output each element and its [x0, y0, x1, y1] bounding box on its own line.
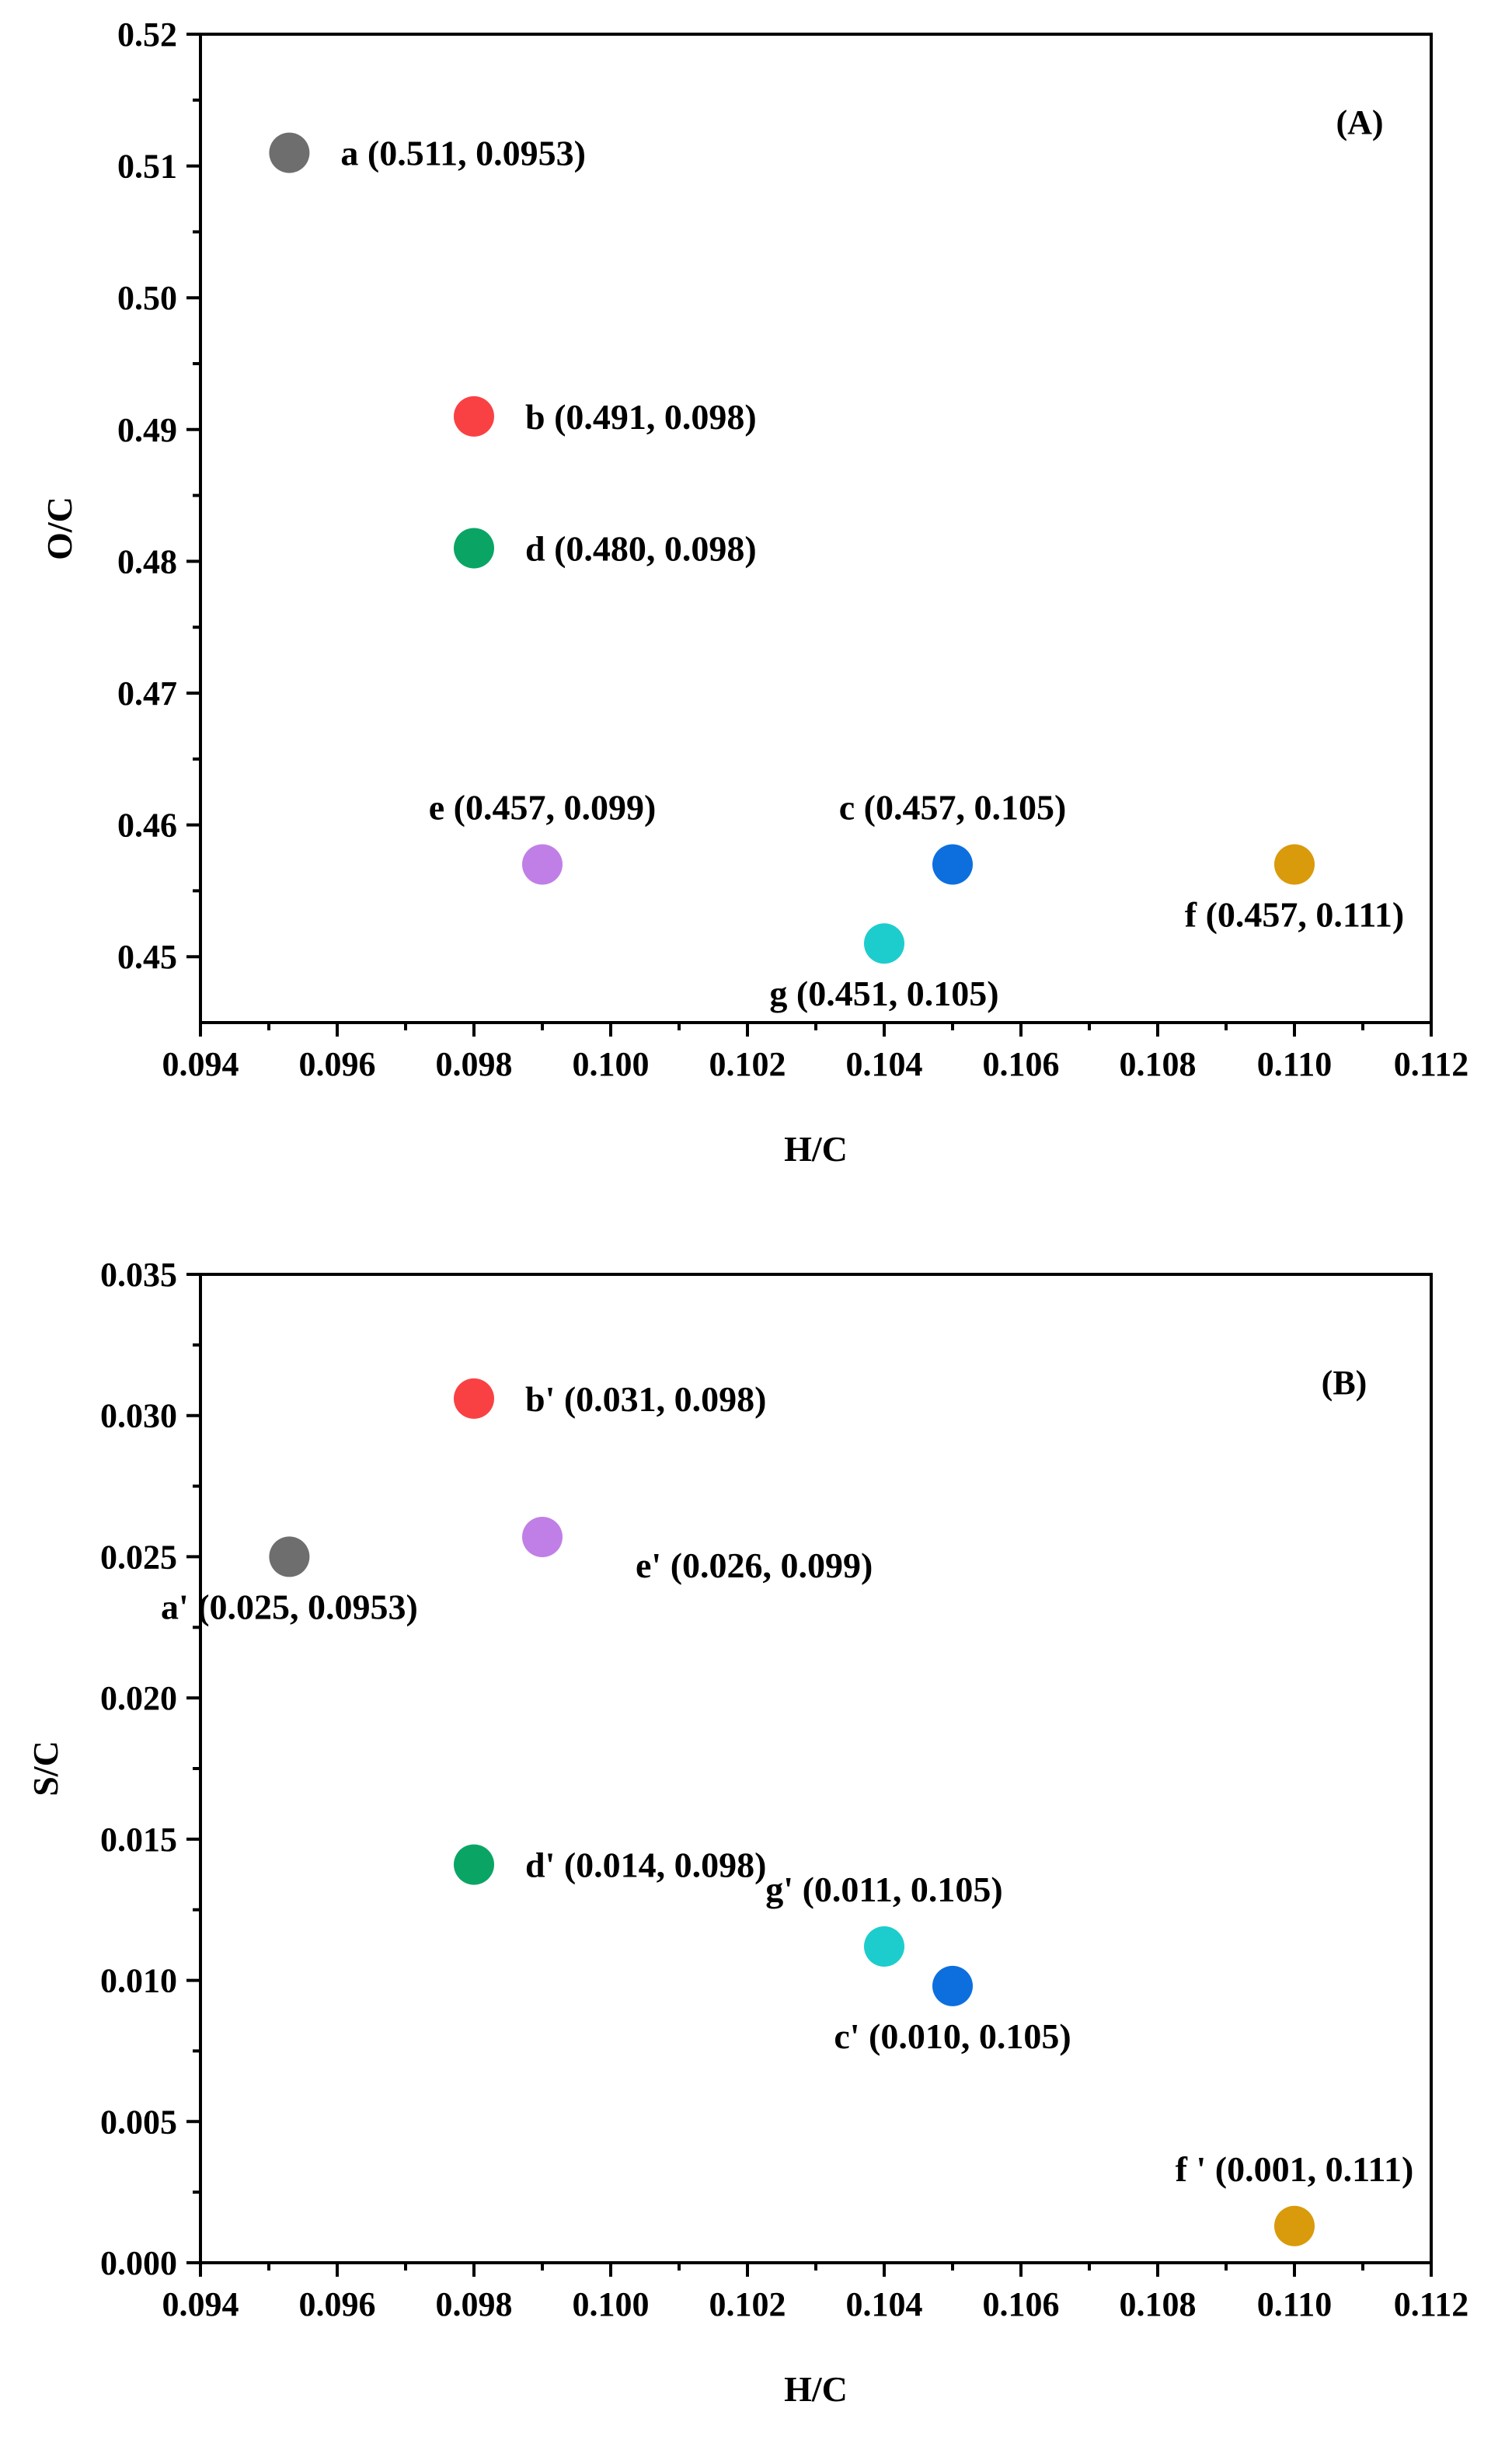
panel-b-y-tick-label: 0.025 — [100, 1538, 177, 1576]
panel-a-y-tick-label: 0.46 — [117, 807, 177, 845]
panel-a-point-g — [864, 923, 904, 964]
panel-b-point-label: b' (0.031, 0.098) — [525, 1379, 767, 1419]
panel-a-x-axis-title: H/C — [784, 1129, 848, 1169]
panel-a-point-a — [269, 132, 310, 173]
panel-a-y-tick-label: 0.49 — [117, 411, 177, 449]
panel-a-x-tick-label: 0.106 — [983, 1045, 1060, 1083]
panel-a-x-tick-label: 0.098 — [436, 1045, 513, 1083]
panel-a-y-tick-label: 0.50 — [117, 279, 177, 317]
panel-a-x-tick-label: 0.108 — [1120, 1045, 1197, 1083]
panel-b-x-tick-label: 0.110 — [1257, 2285, 1333, 2323]
panel-a-x-tick-label: 0.096 — [299, 1045, 376, 1083]
panel-b-point-d-prime — [454, 1844, 494, 1885]
panel-b-y-ticks: 0.000 0.005 0.010 0.015 0.020 0.025 0.030 0.035 — [100, 1256, 200, 2282]
panel-b-point-label: f ' (0.001, 0.111) — [1176, 2149, 1414, 2189]
panel-b-y-tick-label: 0.000 — [100, 2244, 177, 2282]
panel-a-y-tick-label: 0.47 — [117, 674, 177, 713]
panel-a-y-tick-label: 0.52 — [117, 16, 177, 54]
panel-a-point-e — [522, 844, 563, 885]
panel-a: (A) H/C O/C 0.094 0.096 0.098 0.100 0.102 0.1… — [40, 16, 1468, 1169]
panel-b-x-tick-label: 0.108 — [1120, 2285, 1197, 2323]
panel-a-point-label: a (0.511, 0.0953) — [340, 134, 586, 173]
panel-a-point-c — [932, 844, 973, 885]
panel-a-x-tick-label: 0.104 — [846, 1045, 923, 1083]
panel-b: (B) H/C S/C 0.094 0.096 0.098 0.100 0.102 0.1… — [26, 1256, 1468, 2409]
panel-b-y-tick-label: 0.010 — [100, 1962, 177, 2000]
panel-a-points: a (0.511, 0.0953) b (0.491, 0.098) d (0.48… — [269, 132, 1404, 1013]
panel-b-point-label: e' (0.026, 0.099) — [636, 1546, 873, 1585]
panel-a-point-label: d (0.480, 0.098) — [525, 528, 757, 568]
panel-a-x-tick-label: 0.100 — [573, 1045, 650, 1083]
panel-a-x-ticks: 0.094 0.096 0.098 0.100 0.102 0.104 0.106 0.108… — [162, 1023, 1469, 1083]
panel-a-y-ticks: 0.45 0.46 0.47 0.48 0.49 0.50 0.51 0.52 — [117, 16, 200, 976]
panel-a-point-d — [454, 528, 494, 569]
panel-b-x-tick-label: 0.102 — [709, 2285, 786, 2323]
panel-a-x-tick-label: 0.094 — [162, 1045, 239, 1083]
panel-b-point-a-prime — [269, 1536, 310, 1577]
panel-b-y-tick-label: 0.030 — [100, 1397, 177, 1435]
panel-b-tag: (B) — [1322, 1364, 1367, 1402]
panel-b-points: b' (0.031, 0.098) a' (0.025, 0.0953) e' (0… — [161, 1378, 1413, 2246]
panel-b-point-b-prime — [454, 1378, 494, 1419]
panel-b-x-tick-label: 0.096 — [299, 2285, 376, 2323]
panel-a-point-label: g (0.451, 0.105) — [769, 974, 998, 1013]
panel-b-x-tick-label: 0.112 — [1394, 2285, 1469, 2323]
panel-a-y-tick-label: 0.51 — [117, 148, 177, 186]
panel-b-point-g-prime — [864, 1926, 904, 1967]
panel-b-point-f-prime — [1274, 2205, 1315, 2246]
panel-b-y-tick-label: 0.020 — [100, 1679, 177, 1717]
panel-b-x-tick-label: 0.094 — [162, 2285, 239, 2323]
panel-b-y-axis-title: S/C — [26, 1741, 65, 1797]
panel-b-point-c-prime — [932, 1965, 973, 2006]
panel-a-x-tick-label: 0.110 — [1257, 1045, 1333, 1083]
panel-a-point-label: c (0.457, 0.105) — [839, 787, 1067, 827]
panel-b-point-label: c' (0.010, 0.105) — [834, 2016, 1071, 2056]
panel-a-frame — [199, 33, 1433, 1024]
panel-b-x-ticks: 0.094 0.096 0.098 0.100 0.102 0.104 0.106 0.108… — [162, 2263, 1469, 2323]
panel-b-y-tick-label: 0.015 — [100, 1821, 177, 1859]
panel-b-y-tick-label: 0.035 — [100, 1256, 177, 1294]
panel-a-x-tick-label: 0.102 — [709, 1045, 786, 1083]
panel-b-x-axis-title: H/C — [784, 2369, 848, 2409]
panel-b-x-tick-label: 0.100 — [573, 2285, 650, 2323]
panel-b-frame — [199, 1273, 1433, 2264]
panel-b-point-label: g' (0.011, 0.105) — [765, 1870, 1002, 1909]
panel-b-x-tick-label: 0.098 — [436, 2285, 513, 2323]
panel-a-y-tick-label: 0.45 — [117, 938, 177, 976]
panel-b-point-e-prime — [522, 1516, 563, 1557]
panel-a-y-tick-label: 0.48 — [117, 542, 177, 580]
panel-b-y-tick-label: 0.005 — [100, 2103, 177, 2141]
panel-a-point-label: f (0.457, 0.111) — [1185, 894, 1404, 934]
panel-a-point-f — [1274, 844, 1315, 885]
panel-a-x-tick-label: 0.112 — [1394, 1045, 1469, 1083]
panel-a-point-label: e (0.457, 0.099) — [429, 787, 657, 827]
panel-a-point-b — [454, 396, 494, 437]
panel-b-point-label: a' (0.025, 0.0953) — [161, 1587, 418, 1626]
panel-a-tag: (A) — [1336, 103, 1383, 141]
panel-a-y-axis-title: O/C — [40, 497, 79, 560]
panel-b-x-tick-label: 0.104 — [846, 2285, 923, 2323]
panel-b-point-label: d' (0.014, 0.098) — [525, 1845, 767, 1885]
panel-a-point-label: b (0.491, 0.098) — [525, 397, 757, 437]
panel-b-x-tick-label: 0.106 — [983, 2285, 1060, 2323]
